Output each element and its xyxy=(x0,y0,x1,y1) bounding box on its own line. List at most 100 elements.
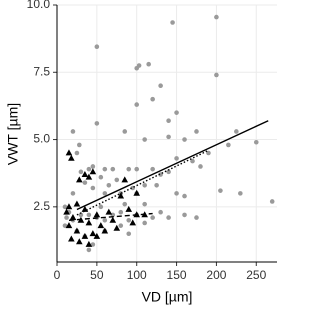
circle-point xyxy=(154,183,159,188)
circle-point xyxy=(122,129,128,134)
circle-point xyxy=(150,215,155,220)
triangle-point xyxy=(81,232,89,239)
circle-point xyxy=(150,96,155,102)
circle-point xyxy=(198,164,203,169)
triangle-point xyxy=(68,235,75,242)
circle-point xyxy=(226,142,231,148)
circle-point xyxy=(70,129,76,134)
triangle-point xyxy=(76,238,83,245)
circle-point xyxy=(158,172,163,177)
circle-point xyxy=(122,201,128,207)
circle-point xyxy=(126,231,132,237)
circle-point xyxy=(62,223,68,228)
circle-point xyxy=(134,102,140,107)
circle-point xyxy=(77,142,82,148)
circle-point xyxy=(166,118,171,124)
circle-point xyxy=(126,166,132,172)
triangle-point xyxy=(129,219,137,226)
circle-point xyxy=(214,72,219,78)
circle-point xyxy=(134,166,140,172)
circle-point xyxy=(106,183,112,188)
triangle-point xyxy=(65,222,73,229)
circle-point xyxy=(190,158,195,164)
circle-point xyxy=(218,188,223,193)
circle-point xyxy=(94,121,100,126)
circle-point xyxy=(194,129,199,134)
triangle-point xyxy=(121,176,129,183)
circle-point xyxy=(206,150,211,156)
circle-point xyxy=(158,209,163,215)
circle-point xyxy=(142,220,147,226)
circle-point xyxy=(146,61,151,67)
circle-point xyxy=(150,166,155,172)
circle-point xyxy=(102,166,108,172)
circle-point xyxy=(142,183,147,188)
circle-point xyxy=(238,191,243,196)
circle-point xyxy=(126,217,132,223)
circle-point xyxy=(110,166,116,172)
triangle-point xyxy=(97,222,105,229)
triangle-point xyxy=(117,192,125,199)
triangle-point xyxy=(89,230,97,237)
circle-point xyxy=(62,204,68,210)
x-tick-label: 100 xyxy=(127,268,147,282)
circle-point xyxy=(78,169,84,175)
triangle-point xyxy=(68,154,75,161)
circle-point xyxy=(182,193,187,199)
triangle-point xyxy=(85,173,93,180)
triangle-point xyxy=(93,211,101,218)
fit-line xyxy=(76,120,269,211)
x-tick-label: 200 xyxy=(206,268,226,282)
circle-point xyxy=(166,169,171,175)
triangle-point xyxy=(65,149,73,156)
triangle-point xyxy=(89,168,97,175)
y-tick-label: 5.0 xyxy=(33,132,50,146)
triangle-point xyxy=(109,216,117,223)
circle-point xyxy=(94,44,100,50)
fit-line xyxy=(68,212,153,221)
circle-point xyxy=(174,156,179,161)
circle-point xyxy=(114,177,120,183)
circle-point xyxy=(102,217,108,223)
triangle-point xyxy=(85,219,93,226)
circle-point xyxy=(118,223,124,228)
triangle-point xyxy=(69,213,77,220)
triangle-point xyxy=(93,232,101,239)
circle-point xyxy=(170,20,175,25)
triangle-point xyxy=(125,205,133,212)
triangle-point xyxy=(65,203,73,210)
triangle-point xyxy=(101,227,109,234)
circle-point xyxy=(142,201,147,207)
x-tick-label: 150 xyxy=(167,268,187,282)
circle-point xyxy=(90,185,96,191)
circle-point xyxy=(102,191,108,196)
circle-point xyxy=(70,191,76,196)
triangle-point xyxy=(81,170,89,177)
triangle-point xyxy=(73,227,81,234)
circle-point xyxy=(166,134,171,140)
y-tick-label: 2.5 xyxy=(33,199,50,213)
circle-point xyxy=(234,129,239,134)
triangle-point xyxy=(113,224,121,231)
circle-point xyxy=(166,215,171,220)
x-tick-label: 0 xyxy=(54,268,61,282)
circle-point xyxy=(214,14,219,20)
circle-point xyxy=(90,164,96,169)
triangle-point xyxy=(85,240,93,247)
circle-point xyxy=(82,180,88,185)
y-tick-label: 7.5 xyxy=(33,64,50,78)
triangle-point xyxy=(63,208,70,215)
circle-point xyxy=(182,137,187,142)
triangle-point xyxy=(73,200,81,207)
circle-point xyxy=(86,247,92,253)
y-axis-title: VWT [µm] xyxy=(5,103,21,165)
circle-point xyxy=(142,137,147,142)
circle-point xyxy=(253,139,259,145)
triangle-point xyxy=(105,208,113,215)
circle-point xyxy=(136,63,142,68)
circle-point xyxy=(90,242,96,247)
circle-point xyxy=(269,199,275,204)
x-axis-title: VD [µm] xyxy=(142,289,193,305)
circle-point xyxy=(110,212,116,218)
circle-point xyxy=(98,174,104,180)
